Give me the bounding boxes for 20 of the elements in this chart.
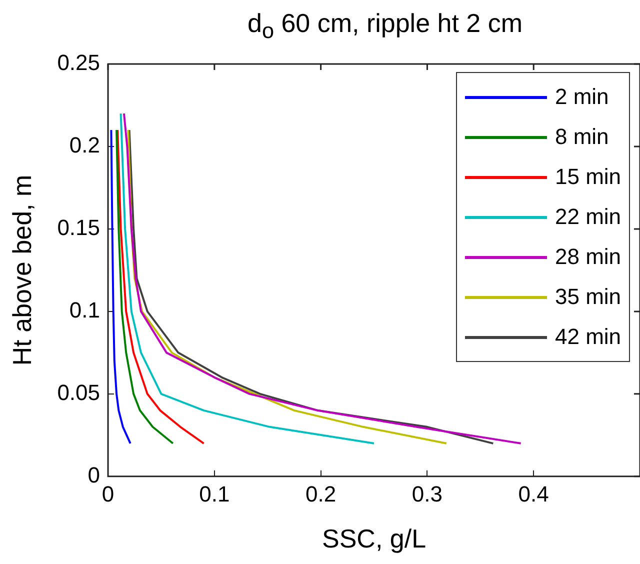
y-tick-label: 0.1 — [69, 298, 100, 323]
x-tick-label: 0.2 — [306, 482, 336, 507]
chart-title: d$_{o}$ 60 cm, ripple ht 2 cm — [246, 8, 524, 44]
y-tick-label: 0.05 — [57, 380, 100, 405]
x-tick-label: 0.4 — [518, 482, 549, 507]
y-tick-label: 0.2 — [69, 132, 100, 158]
legend-label: 35 min — [555, 284, 622, 310]
legend-label: 42 min — [555, 324, 622, 350]
y-tick-label: 0.25 — [57, 50, 100, 76]
legend-label: 22 min — [555, 204, 622, 230]
y-tick-label: 0.15 — [57, 215, 100, 240]
legend-label: 28 min — [555, 244, 622, 270]
x-axis-title: SSC, g/L — [322, 524, 426, 554]
legend-label: 8 min — [555, 124, 609, 150]
x-tick-label: 0.1 — [199, 482, 230, 507]
y-axis-title: Ht above bed, m — [6, 174, 37, 366]
legend-label: 15 min — [555, 164, 622, 190]
legend-label: 2 min — [555, 84, 609, 110]
y-tick-label: 0 — [88, 462, 100, 488]
x-tick-label: 0.3 — [412, 482, 443, 507]
